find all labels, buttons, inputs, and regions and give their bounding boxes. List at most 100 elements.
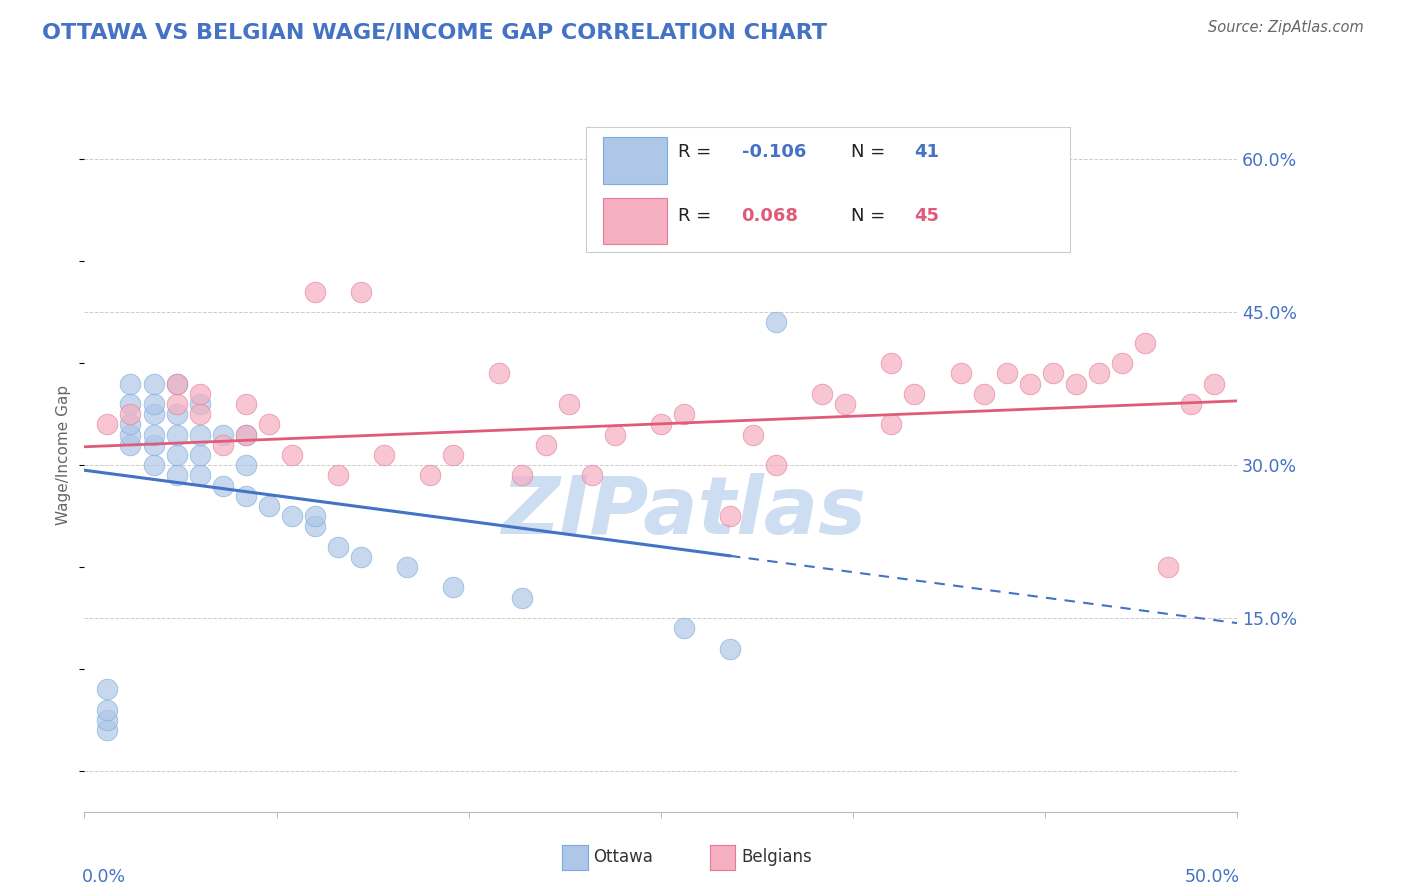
Point [166, 468, 188, 483]
Point [211, 478, 233, 492]
Point [96, 713, 118, 727]
Point [235, 397, 257, 411]
Text: R =: R = [678, 143, 717, 161]
Text: Source: ZipAtlas.com: Source: ZipAtlas.com [1208, 20, 1364, 35]
Point [142, 397, 165, 411]
Text: R =: R = [678, 207, 717, 225]
Text: 0.0%: 0.0% [82, 868, 127, 886]
Point [188, 468, 211, 483]
Point [880, 417, 903, 432]
Point [441, 581, 464, 595]
Point [880, 356, 903, 370]
Point [1018, 376, 1040, 391]
Point [257, 417, 280, 432]
Point [235, 489, 257, 503]
Point [166, 427, 188, 442]
Point [142, 407, 165, 421]
Point [188, 407, 211, 421]
Point [1180, 397, 1202, 411]
Point [1157, 560, 1180, 574]
Point [188, 448, 211, 462]
Point [166, 376, 188, 391]
Point [120, 438, 142, 452]
Point [1042, 367, 1064, 381]
Point [188, 397, 211, 411]
Point [96, 417, 118, 432]
Point [441, 448, 464, 462]
Point [534, 438, 557, 452]
Point [120, 407, 142, 421]
Point [1111, 356, 1133, 370]
Text: 45: 45 [914, 207, 939, 225]
Point [304, 509, 326, 524]
Point [142, 458, 165, 472]
Point [120, 427, 142, 442]
Text: OTTAWA VS BELGIAN WAGE/INCOME GAP CORRELATION CHART: OTTAWA VS BELGIAN WAGE/INCOME GAP CORREL… [42, 22, 827, 42]
Point [1064, 376, 1087, 391]
Point [211, 438, 233, 452]
Text: 0.068: 0.068 [741, 207, 799, 225]
Point [166, 397, 188, 411]
Y-axis label: Wage/Income Gap: Wage/Income Gap [56, 384, 72, 525]
Point [581, 468, 603, 483]
Point [96, 723, 118, 738]
Point [304, 519, 326, 533]
Point [718, 641, 741, 656]
Text: N =: N = [851, 207, 891, 225]
Point [326, 468, 349, 483]
Point [834, 397, 856, 411]
Point [949, 367, 972, 381]
Text: 50.0%: 50.0% [1184, 868, 1240, 886]
Point [326, 540, 349, 554]
Point [512, 591, 534, 605]
Point [120, 397, 142, 411]
Point [166, 448, 188, 462]
Point [142, 376, 165, 391]
Point [257, 499, 280, 513]
Point [742, 427, 765, 442]
Point [281, 509, 304, 524]
Point [603, 427, 626, 442]
Point [973, 386, 995, 401]
Bar [603, 137, 666, 184]
Point [188, 386, 211, 401]
Point [765, 315, 787, 329]
Point [488, 367, 510, 381]
Point [396, 560, 419, 574]
Point [1204, 376, 1226, 391]
Point [672, 407, 695, 421]
Point [350, 285, 373, 299]
Point [235, 458, 257, 472]
Point [512, 468, 534, 483]
Text: N =: N = [851, 143, 891, 161]
Point [211, 427, 233, 442]
Bar [603, 198, 666, 244]
Point [811, 386, 834, 401]
Point [304, 285, 326, 299]
Point [120, 417, 142, 432]
Point [419, 468, 441, 483]
Point [995, 367, 1018, 381]
Point [142, 427, 165, 442]
Text: Belgians: Belgians [741, 848, 811, 866]
Point [188, 427, 211, 442]
Text: 41: 41 [914, 143, 939, 161]
Point [1133, 335, 1156, 350]
Point [166, 376, 188, 391]
Point [672, 621, 695, 635]
Point [765, 458, 787, 472]
Point [281, 448, 304, 462]
Point [96, 703, 118, 717]
Point [142, 438, 165, 452]
Point [350, 549, 373, 564]
Text: Ottawa: Ottawa [593, 848, 654, 866]
Point [166, 407, 188, 421]
Point [373, 448, 395, 462]
Point [120, 376, 142, 391]
Point [557, 397, 579, 411]
Point [96, 682, 118, 697]
Point [1088, 367, 1111, 381]
Point [718, 509, 741, 524]
Text: ZIPatlas: ZIPatlas [502, 473, 866, 551]
Point [235, 427, 257, 442]
